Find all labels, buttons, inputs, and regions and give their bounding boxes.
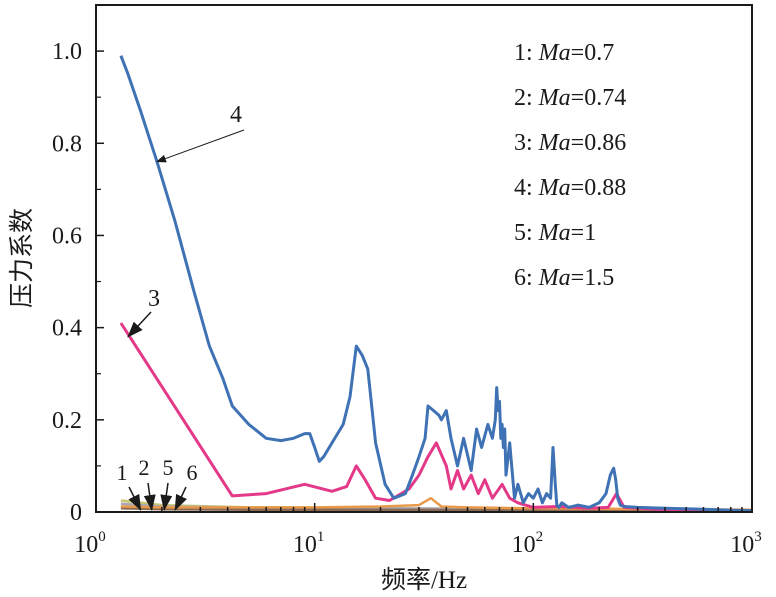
y-tick-label: 0.6	[52, 223, 82, 249]
legend-item-1: 1: Ma=0.7	[514, 40, 614, 66]
annotation-label-5: 5	[163, 455, 174, 480]
x-tick-label: 102	[512, 529, 544, 558]
x-tick-label: 103	[730, 529, 762, 558]
annotation-arrow-5	[160, 482, 173, 511]
series-line-3	[119, 322, 753, 513]
y-axis-title: 压力系数	[8, 208, 36, 308]
annotation-label-2: 2	[139, 455, 150, 480]
legend-item-3: 3: Ma=0.86	[514, 130, 626, 156]
series-layer	[119, 55, 753, 513]
y-tick-label: 0	[70, 500, 82, 526]
annotation-arrow-4	[156, 129, 245, 163]
annotation-label-1: 1	[117, 460, 128, 485]
annotation-label-4: 4	[230, 102, 242, 128]
annotation-arrow-2	[143, 482, 156, 511]
annotations: 4 3 1 2 5 6	[117, 102, 245, 511]
y-tick-label: 0.4	[52, 316, 82, 342]
x-axis-title: 频率/Hz	[381, 566, 467, 594]
series-line-4	[119, 55, 753, 513]
x-tick-label: 101	[293, 529, 325, 558]
y-tick-label: 1.0	[52, 39, 82, 65]
legend-item-6: 6: Ma=1.5	[514, 265, 614, 291]
annotation-label-3: 3	[148, 286, 160, 312]
legend-item-2: 2: Ma=0.74	[514, 85, 626, 111]
series-line-5	[120, 496, 753, 511]
y-tick-label: 0.2	[52, 408, 82, 434]
legend-item-4: 4: Ma=0.88	[514, 175, 626, 201]
legend: 1: Ma=0.7 2: Ma=0.74 3: Ma=0.86 4: Ma=0.88 5…	[514, 40, 626, 291]
plot-frame	[95, 4, 753, 513]
legend-item-5: 5: Ma=1	[514, 220, 596, 246]
annotation-arrow-1	[128, 486, 142, 511]
annotation-arrow-3	[127, 311, 152, 338]
annotation-label-6: 6	[187, 460, 198, 485]
annotation-arrow-6	[174, 486, 187, 511]
tick-layer: 100 101 102 103 0 0.2 0.4 0.6 0.8 1.0	[52, 39, 762, 558]
x-tick-label: 100	[74, 529, 106, 558]
y-tick-label: 0.8	[52, 131, 82, 157]
